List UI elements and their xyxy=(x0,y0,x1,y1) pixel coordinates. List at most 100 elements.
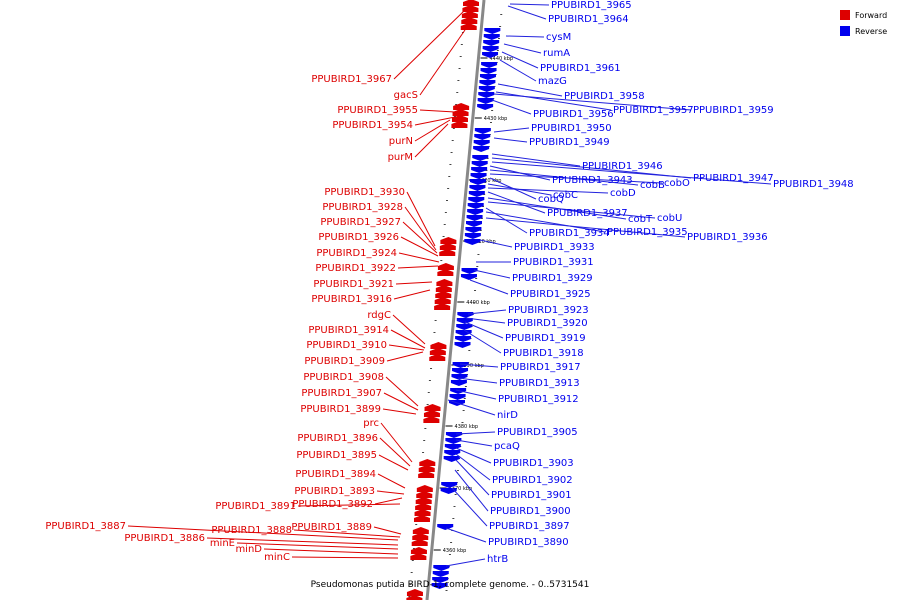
forward-gene-feature xyxy=(416,491,433,498)
forward-leader-line xyxy=(398,252,440,263)
minor-tick xyxy=(445,590,448,591)
minor-tick xyxy=(497,38,500,39)
forward-gene-feature xyxy=(415,503,432,510)
reverse-leader-line xyxy=(487,201,656,219)
backbone-group xyxy=(425,0,486,600)
reverse-gene-feature xyxy=(466,221,483,227)
reverse-gene-feature xyxy=(455,336,472,342)
minor-tick xyxy=(496,50,499,51)
forward-gene-feature xyxy=(460,23,477,30)
reverse-gene-label: PPUBIRD1_3923 xyxy=(508,305,589,316)
minor-tick xyxy=(447,188,450,189)
forward-gene-label: PPUBIRD1_3955 xyxy=(337,105,418,116)
minor-tick xyxy=(486,158,489,159)
scale-tick-label: 4360 kbp xyxy=(443,548,467,554)
reverse-gene-feature xyxy=(452,362,469,368)
reverse-leader-line xyxy=(507,5,547,20)
reverse-gene-feature xyxy=(445,432,462,438)
forward-gene-label: PPUBIRD1_3893 xyxy=(294,486,375,497)
forward-leader-line xyxy=(382,408,417,415)
forward-leader-line xyxy=(419,109,456,113)
reverse-leader-line xyxy=(464,321,504,339)
forward-gene-feature xyxy=(410,553,427,560)
scale-tick-label: 4440 kbp xyxy=(489,56,513,62)
forward-gene-feature xyxy=(429,354,446,361)
forward-leader-line xyxy=(393,9,466,80)
minor-tick xyxy=(453,116,456,117)
forward-gene-feature xyxy=(415,497,432,504)
reverse-gene-label: cobU xyxy=(657,213,682,224)
forward-gene-label: PPUBIRD1_3888 xyxy=(211,525,292,536)
forward-gene-label: PPUBIRD1_3921 xyxy=(313,279,394,290)
reverse-gene-label: PPUBIRD1_3959 xyxy=(693,105,774,116)
legend-forward-label: Forward xyxy=(855,11,887,20)
forward-gene-feature xyxy=(439,243,456,250)
forward-leader-line xyxy=(392,314,426,345)
gene-features xyxy=(406,0,501,600)
minor-tick xyxy=(464,386,467,387)
reverse-leader-line xyxy=(503,43,542,54)
reverse-leader-line xyxy=(447,399,496,416)
forward-gene-feature xyxy=(418,465,435,472)
reverse-gene-label: PPUBIRD1_3961 xyxy=(540,63,621,74)
reverse-leader-line xyxy=(455,447,492,464)
forward-gene-label: PPUBIRD1_3887 xyxy=(45,521,126,532)
reverse-gene-feature xyxy=(481,62,498,68)
reverse-gene-feature xyxy=(473,140,490,146)
reverse-leader-line xyxy=(493,127,530,133)
reverse-gene-feature xyxy=(474,134,491,140)
minor-tick xyxy=(422,452,425,453)
reverse-gene-feature xyxy=(482,52,499,58)
reverse-leader-line xyxy=(457,377,498,384)
reverse-leader-line xyxy=(485,207,528,234)
forward-leader-line xyxy=(419,29,466,96)
reverse-gene-feature xyxy=(474,128,491,134)
forward-gene-label: PPUBIRD1_3910 xyxy=(306,340,387,351)
forward-leader-line xyxy=(374,497,403,505)
reverse-gene-label: mazG xyxy=(538,76,567,87)
reverse-gene-feature xyxy=(472,155,489,161)
scale-tick-label: 4430 kbp xyxy=(484,116,508,122)
minor-tick xyxy=(461,422,464,423)
reverse-gene-feature xyxy=(431,583,448,589)
forward-gene-feature xyxy=(419,459,436,466)
reverse-gene-label: cobC xyxy=(553,190,578,201)
reverse-gene-feature xyxy=(477,98,494,104)
minor-tick xyxy=(482,206,484,207)
reverse-gene-label: pcaQ xyxy=(494,441,520,452)
forward-leader-line xyxy=(397,265,439,269)
reverse-gene-label: PPUBIRD1_3913 xyxy=(499,378,580,389)
reverse-gene-feature xyxy=(469,179,486,185)
reverse-leader-line xyxy=(485,217,686,238)
reverse-gene-feature xyxy=(473,146,490,152)
reverse-gene-label: PPUBIRD1_3933 xyxy=(514,242,595,253)
reverse-gene-feature xyxy=(440,488,457,494)
forward-leader-line xyxy=(383,392,419,411)
minor-tick xyxy=(424,428,427,429)
reverse-leader-line xyxy=(485,211,606,233)
reverse-gene-feature xyxy=(457,312,474,318)
reverse-gene-feature xyxy=(483,34,500,40)
reverse-leader-line xyxy=(455,389,497,400)
forward-leader-line xyxy=(378,454,409,471)
forward-gene-feature xyxy=(451,121,468,128)
forward-leader-line xyxy=(400,236,439,257)
forward-gene-feature xyxy=(439,249,456,256)
legend-reverse-swatch xyxy=(840,26,850,36)
forward-gene-label: PPUBIRD1_3916 xyxy=(311,294,392,305)
reverse-gene-label: rumA xyxy=(543,48,570,59)
forward-gene-feature xyxy=(413,515,430,522)
forward-gene-feature xyxy=(424,404,441,411)
minor-tick xyxy=(462,410,465,411)
forward-leader-line xyxy=(414,119,451,142)
forward-gene-feature xyxy=(435,291,452,298)
reverse-leader-line xyxy=(489,173,663,184)
minor-tick xyxy=(448,176,451,177)
reverse-gene-feature xyxy=(450,380,467,386)
reverse-gene-label: cobT xyxy=(628,214,653,225)
minor-tick xyxy=(499,26,502,27)
minor-tick xyxy=(456,92,459,93)
forward-leader-line xyxy=(293,529,401,538)
forward-gene-label: PPUBIRD1_3967 xyxy=(311,74,392,85)
reverse-gene-feature xyxy=(432,571,449,577)
